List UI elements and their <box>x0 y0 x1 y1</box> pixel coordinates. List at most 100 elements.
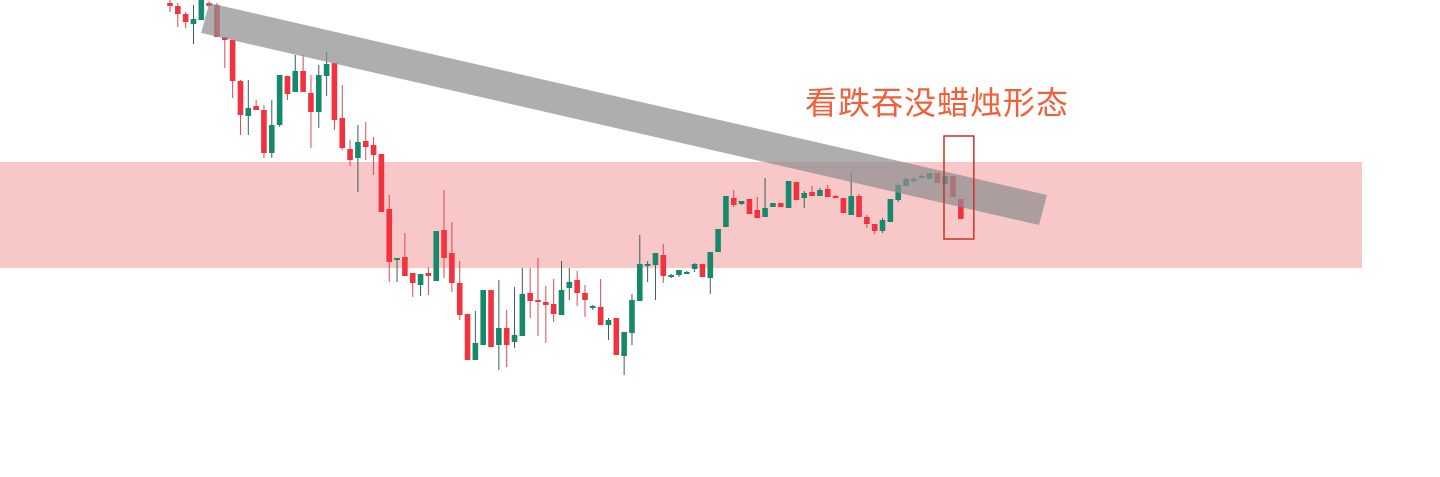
candle <box>229 40 236 98</box>
candle <box>793 182 800 200</box>
candle <box>590 305 596 310</box>
candle <box>582 285 588 317</box>
candle <box>167 0 173 12</box>
candle <box>637 235 643 301</box>
candle-body <box>637 264 643 301</box>
candle-body <box>785 181 792 208</box>
candle-body <box>222 37 228 40</box>
candle-body <box>276 75 283 125</box>
candle-body <box>738 201 745 204</box>
candle <box>378 154 385 212</box>
candle-body <box>817 190 823 196</box>
engulfing-highlight-box <box>943 135 975 240</box>
candle-body <box>840 198 847 213</box>
candle-body <box>660 255 667 276</box>
candle <box>574 271 580 306</box>
candle <box>386 195 393 282</box>
candle <box>621 332 627 375</box>
candle <box>738 201 745 205</box>
candle-body <box>198 0 205 20</box>
candle-body <box>449 253 455 283</box>
candle-body <box>308 93 314 112</box>
candle <box>527 268 533 318</box>
candle-body <box>864 217 870 224</box>
candle-body <box>754 210 761 218</box>
candle <box>535 258 541 336</box>
candle-body <box>707 252 714 278</box>
candle-body <box>629 300 635 333</box>
candle <box>456 261 463 320</box>
candle <box>182 12 189 28</box>
candle-body <box>409 273 416 283</box>
candle <box>488 290 494 347</box>
candle-body <box>190 19 197 24</box>
candle-body <box>284 76 291 94</box>
candle-body <box>809 192 815 196</box>
candle <box>433 231 440 281</box>
candle-body <box>605 320 612 325</box>
candle-body <box>652 253 659 265</box>
candle-body <box>621 332 627 356</box>
candle <box>300 55 306 92</box>
candle-body <box>339 118 346 148</box>
candle-body <box>691 264 698 269</box>
candle <box>268 100 275 158</box>
candle-body <box>229 40 236 81</box>
candle <box>550 279 557 322</box>
candle-body <box>597 307 604 325</box>
candle-body <box>456 283 463 315</box>
candle <box>331 63 338 130</box>
candle-body <box>699 264 706 277</box>
candle-body <box>355 142 361 158</box>
candle-body <box>386 209 393 262</box>
candle <box>723 196 729 227</box>
candle-body <box>394 258 400 260</box>
candle-body <box>746 199 753 214</box>
candle-body <box>503 328 510 345</box>
candle <box>315 65 322 128</box>
candle <box>402 233 408 276</box>
candle-body <box>245 108 252 116</box>
candle <box>261 105 267 158</box>
candle <box>660 244 667 283</box>
candle-body <box>315 75 322 112</box>
candle <box>370 137 377 175</box>
candle <box>566 268 573 300</box>
candle-body <box>730 198 737 205</box>
candle-body <box>535 300 541 302</box>
candle-body <box>300 71 306 92</box>
candle-body <box>527 293 533 301</box>
candle <box>652 253 659 300</box>
candle-body <box>362 141 369 147</box>
candle <box>449 222 455 292</box>
candle-body <box>824 189 831 197</box>
candle-body <box>550 304 557 314</box>
candle-body <box>887 199 894 222</box>
resistance-zone <box>0 162 1362 268</box>
candle <box>879 218 886 233</box>
candle <box>730 190 737 207</box>
candle-body <box>347 149 353 160</box>
candle <box>605 318 612 340</box>
candle-body <box>472 343 479 360</box>
candle <box>472 311 479 360</box>
candle-body <box>582 293 588 300</box>
candle <box>347 140 353 166</box>
candle <box>503 310 510 367</box>
candle-body <box>777 203 784 207</box>
candle-body <box>723 196 729 227</box>
candle <box>511 287 518 348</box>
candle-body <box>801 193 808 198</box>
candle <box>245 80 252 135</box>
candle <box>809 186 815 196</box>
candle <box>613 318 620 355</box>
candle-body <box>613 318 620 355</box>
candle <box>190 5 197 44</box>
candle <box>175 3 181 27</box>
candle <box>715 229 721 252</box>
candle <box>284 76 291 100</box>
candle-body <box>464 314 471 360</box>
candle-body <box>378 154 385 212</box>
candle-body <box>871 224 878 231</box>
